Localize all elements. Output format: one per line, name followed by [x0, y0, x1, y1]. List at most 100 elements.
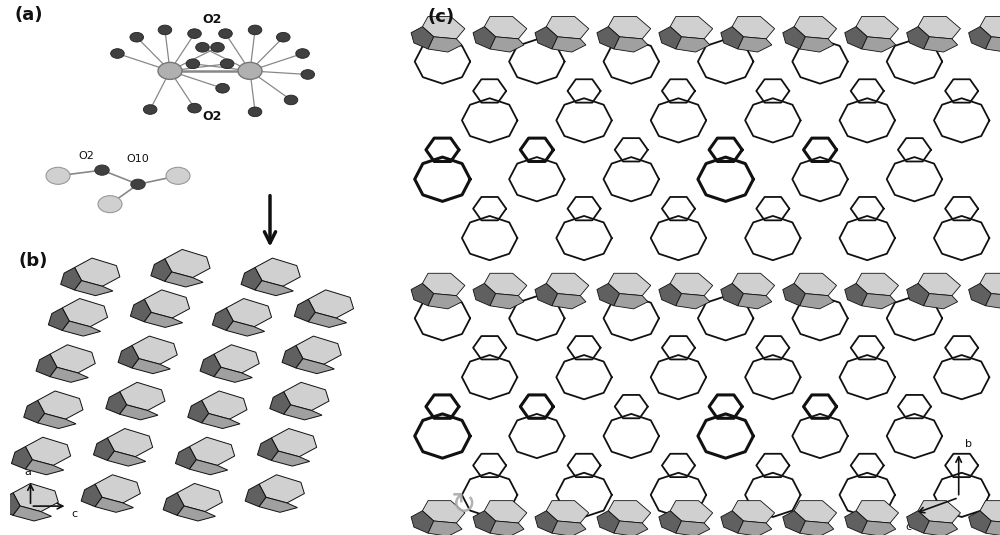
Polygon shape: [120, 405, 158, 420]
Polygon shape: [214, 345, 259, 373]
Polygon shape: [546, 273, 589, 296]
Polygon shape: [214, 368, 252, 383]
Polygon shape: [670, 501, 713, 523]
Polygon shape: [546, 17, 589, 39]
Polygon shape: [907, 27, 929, 49]
Polygon shape: [597, 284, 620, 306]
Text: c: c: [906, 522, 912, 532]
Polygon shape: [271, 451, 310, 466]
Circle shape: [143, 105, 157, 114]
Polygon shape: [738, 294, 772, 309]
Polygon shape: [986, 37, 1000, 52]
Polygon shape: [856, 17, 899, 39]
Text: O2: O2: [78, 151, 94, 161]
Polygon shape: [175, 447, 196, 469]
Polygon shape: [862, 521, 896, 535]
Polygon shape: [202, 414, 240, 429]
Polygon shape: [614, 37, 648, 52]
Polygon shape: [308, 312, 347, 327]
Circle shape: [46, 167, 70, 184]
Polygon shape: [177, 484, 222, 511]
Polygon shape: [986, 294, 1000, 309]
Text: O2: O2: [202, 110, 222, 123]
Polygon shape: [226, 299, 272, 327]
Circle shape: [248, 107, 262, 117]
Polygon shape: [422, 273, 465, 296]
Polygon shape: [490, 294, 524, 309]
Polygon shape: [411, 511, 434, 533]
Polygon shape: [924, 294, 958, 309]
Polygon shape: [969, 284, 991, 306]
Polygon shape: [130, 299, 151, 322]
Polygon shape: [0, 493, 20, 515]
Polygon shape: [95, 498, 133, 513]
Polygon shape: [93, 438, 114, 461]
Polygon shape: [255, 281, 293, 296]
Polygon shape: [270, 392, 291, 414]
Polygon shape: [36, 354, 57, 377]
Polygon shape: [107, 429, 153, 457]
Polygon shape: [918, 273, 960, 296]
Polygon shape: [907, 284, 929, 306]
Polygon shape: [845, 27, 867, 49]
Polygon shape: [546, 501, 589, 523]
Polygon shape: [428, 37, 462, 52]
Polygon shape: [95, 475, 140, 503]
Polygon shape: [13, 484, 58, 511]
Polygon shape: [980, 273, 1000, 296]
Circle shape: [296, 49, 309, 58]
Text: c: c: [72, 509, 78, 519]
Text: O2: O2: [202, 13, 222, 26]
Circle shape: [130, 33, 144, 42]
Polygon shape: [614, 294, 648, 309]
Polygon shape: [75, 258, 120, 286]
Polygon shape: [50, 345, 95, 373]
Polygon shape: [490, 37, 524, 52]
Text: (c): (c): [428, 8, 455, 26]
Polygon shape: [969, 27, 991, 49]
Circle shape: [196, 42, 209, 52]
Polygon shape: [856, 501, 899, 523]
Polygon shape: [271, 429, 317, 457]
Polygon shape: [535, 27, 558, 49]
Polygon shape: [151, 259, 172, 281]
Polygon shape: [428, 521, 462, 535]
Polygon shape: [13, 506, 51, 521]
Polygon shape: [608, 273, 651, 296]
Polygon shape: [676, 521, 710, 535]
Polygon shape: [924, 37, 958, 52]
Polygon shape: [732, 17, 775, 39]
Circle shape: [111, 49, 124, 58]
Polygon shape: [986, 521, 1000, 535]
Circle shape: [216, 83, 229, 93]
Polygon shape: [845, 284, 867, 306]
Polygon shape: [738, 37, 772, 52]
Polygon shape: [670, 17, 713, 39]
Polygon shape: [783, 284, 805, 306]
Circle shape: [98, 196, 122, 212]
Polygon shape: [738, 521, 772, 535]
Polygon shape: [11, 447, 32, 469]
Polygon shape: [422, 17, 465, 39]
Circle shape: [276, 33, 290, 42]
Polygon shape: [106, 392, 127, 414]
Polygon shape: [50, 368, 88, 383]
Polygon shape: [676, 294, 710, 309]
Polygon shape: [61, 268, 82, 290]
Polygon shape: [918, 501, 960, 523]
Polygon shape: [282, 346, 303, 368]
Circle shape: [131, 179, 145, 189]
Polygon shape: [980, 501, 1000, 523]
Polygon shape: [38, 414, 76, 429]
Polygon shape: [732, 501, 775, 523]
Polygon shape: [428, 294, 462, 309]
Polygon shape: [659, 284, 682, 306]
Polygon shape: [308, 290, 354, 318]
Text: (b): (b): [18, 252, 48, 270]
Circle shape: [238, 63, 262, 79]
Text: (a): (a): [14, 6, 42, 24]
Polygon shape: [144, 290, 190, 318]
Polygon shape: [535, 284, 558, 306]
Polygon shape: [284, 405, 322, 420]
Polygon shape: [200, 354, 221, 377]
